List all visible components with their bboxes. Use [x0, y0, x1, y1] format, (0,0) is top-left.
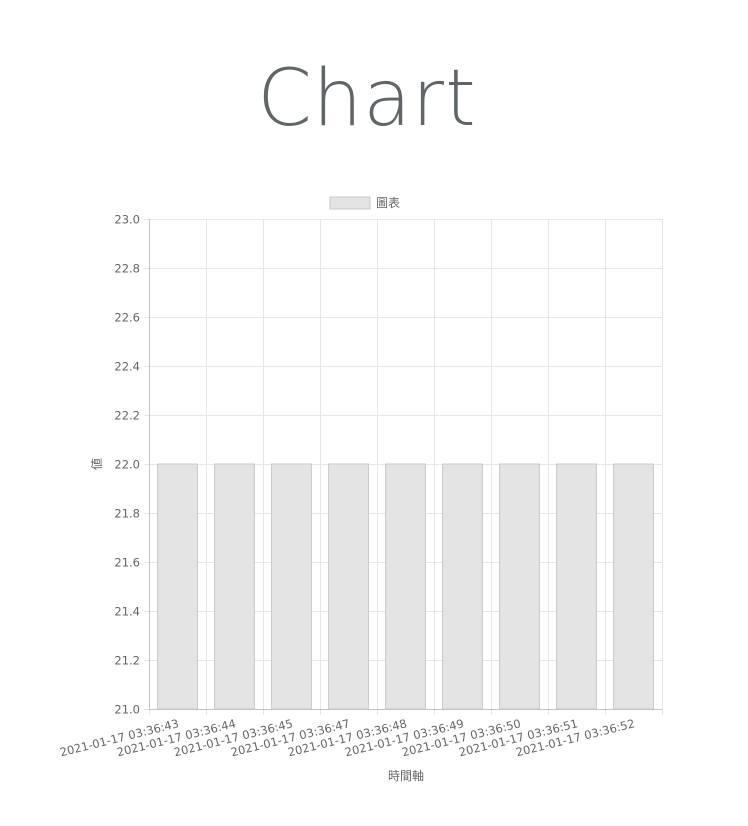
y-tick-label: 21.2 — [114, 654, 140, 668]
bar[interactable] — [157, 463, 198, 710]
chart-legend[interactable]: 圖表 — [329, 196, 400, 210]
y-tick-label: 22.6 — [114, 311, 140, 325]
legend-label[interactable]: 圖表 — [376, 196, 400, 210]
y-axis-title: 値 — [89, 458, 104, 470]
bar[interactable] — [385, 463, 426, 710]
bar[interactable] — [271, 463, 312, 710]
bar[interactable] — [328, 463, 369, 710]
bar[interactable] — [214, 463, 255, 710]
chart-bars — [157, 463, 654, 710]
y-tick-label: 23.0 — [114, 213, 140, 227]
y-tick-label: 22.0 — [114, 458, 140, 472]
bar[interactable] — [499, 463, 540, 710]
y-tick-label: 21.6 — [114, 556, 140, 570]
bar[interactable] — [556, 463, 597, 710]
y-tick-label: 22.4 — [114, 360, 140, 374]
y-tick-label: 22.2 — [114, 409, 140, 423]
y-tick-label: 21.0 — [114, 703, 140, 717]
bar[interactable] — [442, 463, 483, 710]
y-tick-label: 21.8 — [114, 507, 140, 521]
bar[interactable] — [613, 463, 654, 710]
page-title: Chart — [257, 54, 477, 144]
legend-swatch[interactable] — [329, 196, 371, 210]
y-tick-label: 21.4 — [114, 605, 140, 619]
x-axis-title: 時間軸 — [388, 769, 424, 783]
y-tick-label: 22.8 — [114, 262, 140, 276]
